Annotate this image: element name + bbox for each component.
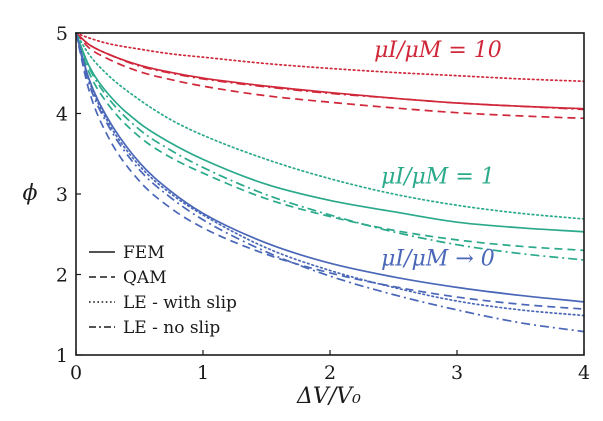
x-tick-label: 3: [451, 362, 463, 384]
x-tick-label: 4: [578, 362, 590, 384]
series-line-i-m-0-qam: [75, 32, 585, 310]
x-tick-label: 2: [324, 362, 336, 384]
legend-label-fem: FEM: [123, 243, 165, 263]
y-tick-label: 2: [56, 265, 68, 287]
y-axis-title: ϕ: [23, 181, 38, 206]
series-line-i-m-10-le-with-slip: [75, 32, 585, 83]
legend-label-qam: QAM: [123, 268, 167, 288]
series-line-i-m-1-fem: [75, 32, 585, 233]
series-line-i-m-1-le-no-slip: [75, 32, 585, 261]
y-tick-label: 5: [56, 23, 68, 45]
series-line-i-m-1-qam: [75, 32, 585, 252]
annotation-i-m-1: μI/μM = 1: [381, 165, 495, 190]
series-line-i-m-10-le-no-slip: [75, 32, 585, 111]
x-tick-label: 1: [197, 362, 209, 384]
annotation-i-m-0: μI/μM → 0: [381, 247, 495, 272]
y-tick-label: 4: [56, 104, 68, 126]
y-tick-label: 1: [56, 345, 68, 367]
x-axis-title: ΔV/V₀: [296, 384, 361, 409]
series-line-i-m-0-le-with-slip: [75, 32, 585, 317]
series-line-i-m-0-fem: [75, 32, 585, 303]
series-line-i-m-1-le-with-slip: [75, 32, 585, 220]
x-tick-label: 0: [70, 362, 82, 384]
series-line-i-m-10-fem: [75, 32, 585, 110]
legend-label-le-with-slip: LE - with slip: [123, 293, 237, 313]
legend: FEM QAM LE - with slip LE - no slip: [89, 243, 237, 338]
series-line-i-m-0-le-no-slip: [75, 32, 585, 333]
y-tick-label: 3: [56, 184, 68, 206]
series-layer: [75, 32, 585, 333]
legend-label-le-no-slip: LE - no slip: [123, 318, 220, 338]
annotation-i-m-10: μI/μM = 10: [374, 38, 502, 63]
annotation-layer: μI/μM = 10 μI/μM = 1 μI/μM → 0: [374, 38, 502, 271]
series-line-i-m-10-qam: [75, 32, 585, 120]
